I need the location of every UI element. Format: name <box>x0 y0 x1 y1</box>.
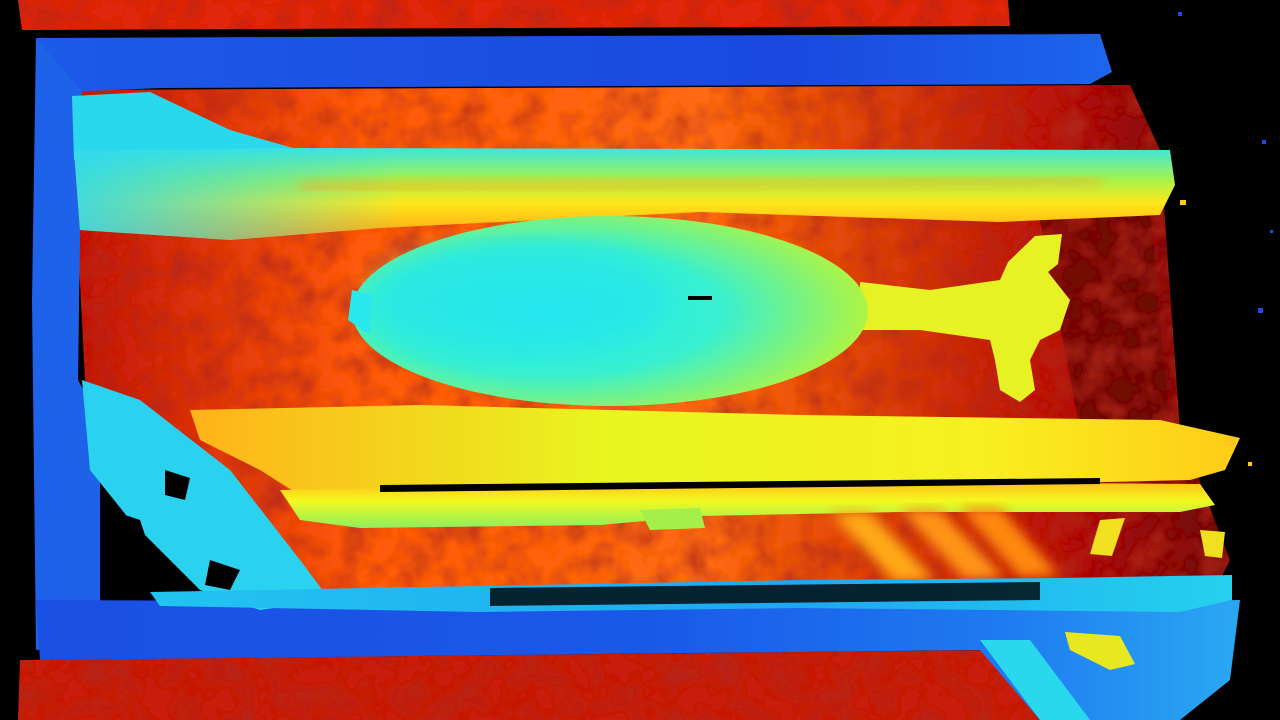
rail-leg-far <box>1200 530 1225 558</box>
fish-highlight <box>370 245 670 355</box>
far-region <box>1040 210 1170 430</box>
diagonal-strut <box>82 380 330 610</box>
floor-stripe-1 <box>830 512 935 582</box>
bottom-ground-strip <box>18 650 1050 720</box>
top-ground-strip <box>18 0 1010 30</box>
lower-rail-front <box>280 482 1215 528</box>
frame-top <box>36 34 1112 92</box>
lower-right-leg <box>980 640 1090 720</box>
rail-leg-right <box>1090 518 1125 556</box>
fish-head-bump <box>348 290 372 335</box>
lower-right-block <box>1065 632 1135 670</box>
fish-tail <box>860 234 1070 402</box>
upper-rail-shade <box>74 148 1175 240</box>
floor-stripe-2 <box>900 510 1005 580</box>
lower-rail-shadow <box>380 478 1100 492</box>
floor-stripe-3 <box>960 508 1060 578</box>
diagonal-strut-holes <box>110 470 240 590</box>
edge-noise <box>1180 200 1252 466</box>
depth-noise <box>1178 12 1273 313</box>
fish-mark <box>688 296 712 300</box>
frame-bottom <box>36 600 1240 720</box>
bottom-crossbar-gap <box>490 582 1040 606</box>
rail-leg-left <box>640 508 705 530</box>
frame-left <box>32 38 120 650</box>
upper-rail-gap <box>300 178 1102 190</box>
